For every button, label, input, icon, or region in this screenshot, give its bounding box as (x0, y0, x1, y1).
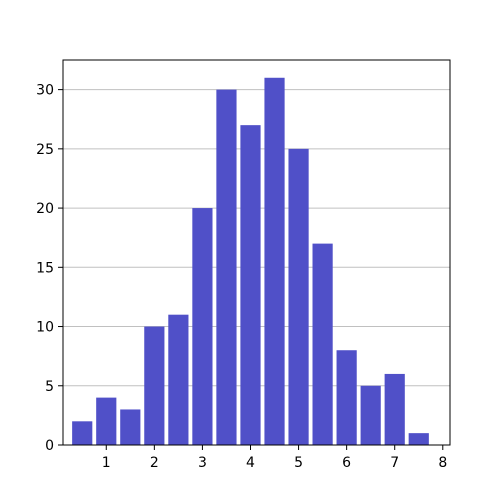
y-tick-label: 20 (36, 201, 54, 217)
y-tick-label: 30 (36, 83, 54, 99)
bar (240, 125, 261, 446)
bars (72, 77, 429, 446)
y-tick-label: 25 (36, 142, 54, 158)
x-tick-label: 1 (102, 455, 111, 471)
x-tick-label: 8 (438, 455, 447, 471)
y-tick-label: 10 (36, 320, 54, 336)
bar (360, 385, 381, 445)
tick-labels: 1 2 3 4 5 6 7 8 0 5 10 15 20 25 30 (36, 83, 447, 471)
bar (120, 409, 141, 445)
x-tick-label: 4 (246, 455, 255, 471)
axes-frame (62, 59, 451, 446)
bar (72, 421, 93, 445)
bar (96, 397, 117, 445)
bar (288, 148, 309, 445)
bar (168, 314, 189, 445)
x-tick-label: 7 (390, 455, 399, 471)
x-tick-label: 6 (342, 455, 351, 471)
bar (384, 373, 405, 445)
bar (408, 433, 429, 445)
y-tick-label: 15 (36, 260, 54, 276)
y-tick-label: 5 (45, 379, 54, 395)
x-tick-label: 3 (198, 455, 207, 471)
axes (58, 59, 451, 450)
bar (336, 350, 357, 445)
bar (144, 326, 165, 445)
bar (216, 89, 237, 445)
x-tick-label: 5 (294, 455, 303, 471)
x-tick-label: 2 (150, 455, 159, 471)
bar (312, 243, 333, 445)
bar (192, 208, 213, 445)
y-tick-label: 0 (45, 438, 54, 454)
bar (264, 77, 285, 446)
